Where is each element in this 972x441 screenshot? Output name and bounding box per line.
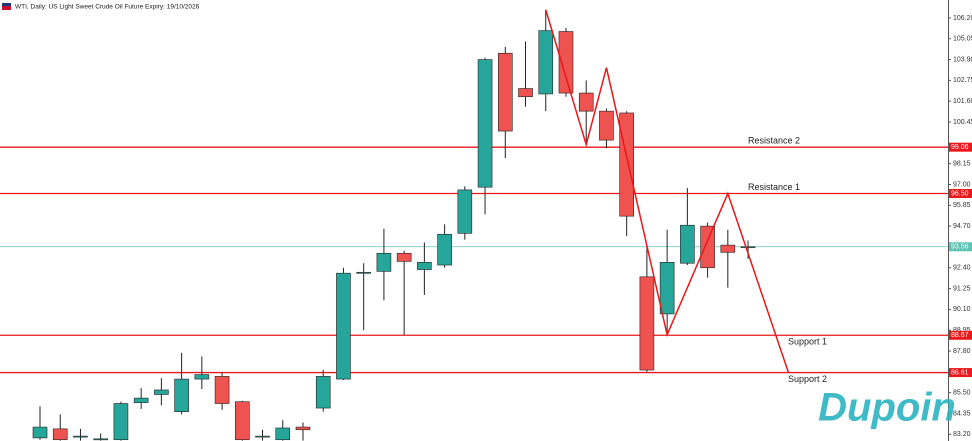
level-price-box bbox=[949, 142, 972, 152]
candle-body bbox=[275, 427, 291, 441]
y-tick-label: 98.15 bbox=[953, 160, 971, 167]
candle-body bbox=[396, 252, 412, 262]
y-tick-label: 92.40 bbox=[953, 265, 971, 272]
candle-body bbox=[93, 438, 108, 441]
candle-body bbox=[639, 276, 655, 371]
y-tick-label: 83.20 bbox=[953, 431, 971, 438]
candle-body bbox=[295, 426, 311, 431]
candle-body bbox=[558, 31, 574, 94]
y-tick-label: 106.20 bbox=[953, 15, 972, 22]
candle-body bbox=[619, 112, 634, 217]
y-tick-label: 94.70 bbox=[953, 223, 971, 230]
candle-body bbox=[255, 435, 270, 438]
level-name: Resistance 1 bbox=[748, 182, 800, 192]
y-tick-label: 91.25 bbox=[953, 285, 971, 292]
pattern-line bbox=[545, 9, 790, 373]
y-tick-label: 88.95 bbox=[953, 327, 971, 334]
level-price-box bbox=[949, 368, 972, 378]
y-tick-label: 87.80 bbox=[953, 348, 971, 355]
candle-body bbox=[52, 428, 68, 441]
level-price-label: 96.50 bbox=[951, 190, 969, 197]
candle-body bbox=[680, 224, 695, 264]
candle-body bbox=[417, 262, 432, 270]
y-tick-label: 84.35 bbox=[953, 410, 971, 417]
y-tick-label: 85.50 bbox=[953, 390, 971, 397]
y-tick-label: 97.00 bbox=[953, 181, 971, 188]
candle-body bbox=[315, 376, 331, 409]
candle-body bbox=[73, 435, 88, 438]
candle-body bbox=[457, 189, 473, 234]
candle-body bbox=[720, 244, 736, 253]
candle-body bbox=[497, 52, 513, 132]
candle-body bbox=[356, 271, 371, 274]
flag-icon-stripe bbox=[2, 6, 11, 10]
candle-body bbox=[700, 225, 715, 269]
level-name: Support 1 bbox=[788, 337, 827, 347]
chart-title: WTI, Daily: US Light Sweet Crude Oil Fut… bbox=[15, 4, 200, 11]
plot-area bbox=[0, 9, 948, 441]
candle-body bbox=[32, 426, 48, 439]
y-tick-label: 90.10 bbox=[953, 306, 971, 313]
y-tick-label: 101.60 bbox=[953, 98, 972, 105]
candle-body bbox=[133, 397, 149, 403]
candle-body bbox=[599, 110, 614, 141]
candle-body bbox=[194, 374, 210, 380]
candle-body bbox=[336, 272, 351, 380]
candle-body bbox=[477, 59, 493, 188]
candle-body bbox=[154, 389, 169, 395]
level-price-label: 93.56 bbox=[951, 244, 969, 251]
candle-body bbox=[174, 378, 189, 412]
candle-body bbox=[740, 246, 756, 249]
watermark: Dupoin bbox=[818, 386, 956, 430]
candle-body bbox=[214, 376, 230, 404]
level-price-box bbox=[949, 242, 972, 252]
y-tick-label: 103.90 bbox=[953, 56, 972, 63]
candle-body bbox=[659, 262, 675, 315]
candle-body bbox=[376, 252, 392, 272]
candle-body bbox=[538, 30, 554, 95]
y-tick-label: 105.05 bbox=[953, 36, 972, 43]
level-price-label: 86.61 bbox=[951, 369, 969, 376]
level-price-box bbox=[949, 330, 972, 340]
level-price-label: 99.06 bbox=[951, 144, 969, 151]
level-name: Support 2 bbox=[788, 374, 827, 384]
level-price-box bbox=[949, 189, 972, 199]
y-tick-label: 100.45 bbox=[953, 119, 972, 126]
y-tick-label: 102.75 bbox=[953, 77, 972, 84]
candle-body bbox=[518, 88, 533, 97]
level-name: Resistance 2 bbox=[748, 136, 800, 146]
candle-body bbox=[578, 92, 594, 112]
level-price-label: 88.67 bbox=[951, 332, 969, 339]
y-tick-label: 95.85 bbox=[953, 202, 971, 209]
candle-body bbox=[113, 403, 129, 441]
candle-body bbox=[437, 233, 452, 266]
candle-body bbox=[235, 401, 250, 441]
